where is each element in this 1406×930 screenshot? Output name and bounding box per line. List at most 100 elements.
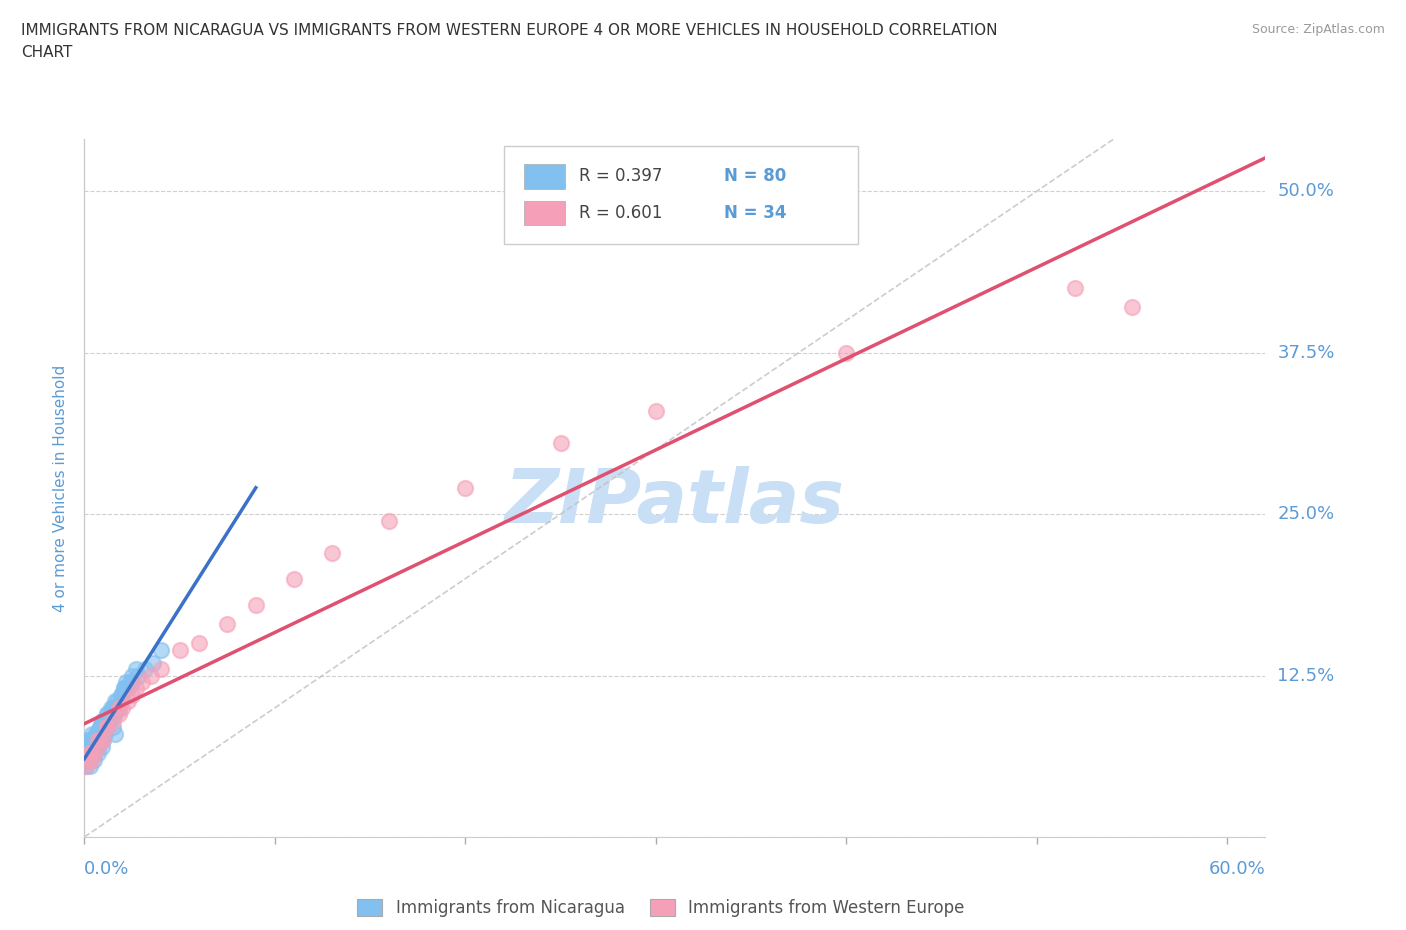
Point [89, 720, 111, 735]
Point [149, 643, 172, 658]
Point [84, 733, 107, 748]
Point [96, 720, 118, 735]
Point [89, 720, 111, 735]
Point [79, 746, 101, 761]
FancyBboxPatch shape [523, 201, 565, 225]
Text: R = 0.601: R = 0.601 [579, 204, 662, 221]
Point [96, 707, 118, 722]
Text: Source: ZipAtlas.com: Source: ZipAtlas.com [1251, 23, 1385, 36]
Point [107, 700, 129, 715]
Point [107, 700, 129, 715]
Point [80, 746, 103, 761]
Point [75, 746, 97, 761]
Point [83, 752, 105, 767]
Point [104, 726, 127, 741]
Point [80, 752, 103, 767]
Point [121, 674, 143, 689]
Point [111, 687, 134, 702]
Point [77, 733, 100, 748]
Point [79, 746, 101, 761]
Point [125, 661, 148, 676]
Point [115, 674, 138, 689]
Point [80, 733, 103, 748]
Point [127, 668, 149, 683]
Point [111, 700, 134, 715]
Point [86, 733, 108, 748]
Point [79, 746, 101, 761]
Point [149, 661, 172, 676]
Point [77, 752, 100, 767]
Point [89, 733, 111, 748]
Point [96, 720, 118, 735]
Point [79, 739, 101, 754]
Point [94, 720, 117, 735]
Point [169, 643, 191, 658]
Point [93, 713, 115, 728]
Point [131, 674, 153, 689]
Point [86, 726, 108, 741]
Point [187, 636, 209, 651]
Point [100, 700, 122, 715]
Point [110, 687, 132, 702]
FancyBboxPatch shape [523, 165, 565, 189]
Point [111, 687, 134, 702]
Point [93, 720, 115, 735]
Point [283, 571, 305, 586]
Point [86, 739, 108, 754]
Point [217, 617, 239, 631]
FancyBboxPatch shape [503, 147, 858, 245]
Point [83, 746, 105, 761]
Text: 50.0%: 50.0% [1277, 182, 1334, 200]
Point [1064, 281, 1087, 296]
Point [86, 739, 108, 754]
Point [134, 661, 156, 676]
Text: IMMIGRANTS FROM NICARAGUA VS IMMIGRANTS FROM WESTERN EUROPE 4 OR MORE VEHICLES I: IMMIGRANTS FROM NICARAGUA VS IMMIGRANTS … [21, 23, 998, 38]
Point [75, 759, 97, 774]
Point [80, 726, 103, 741]
Point [105, 700, 128, 715]
Point [115, 681, 138, 696]
Point [550, 435, 572, 450]
Point [1121, 300, 1143, 315]
Point [121, 668, 143, 683]
Point [86, 733, 108, 748]
Point [107, 707, 129, 722]
Point [117, 694, 139, 709]
Point [90, 726, 112, 741]
Point [83, 746, 105, 761]
Point [77, 739, 100, 754]
Point [86, 746, 108, 761]
Text: N = 34: N = 34 [724, 204, 787, 221]
Point [101, 720, 124, 735]
Point [90, 739, 112, 754]
Text: N = 80: N = 80 [724, 167, 787, 185]
Point [105, 700, 128, 715]
Point [104, 694, 127, 709]
Point [79, 759, 101, 774]
Text: CHART: CHART [21, 45, 73, 60]
Point [77, 752, 100, 767]
Point [89, 733, 111, 748]
Point [110, 694, 132, 709]
Point [112, 681, 135, 696]
Text: 60.0%: 60.0% [1209, 860, 1265, 878]
Point [112, 681, 135, 696]
Point [94, 720, 117, 735]
Point [84, 739, 107, 754]
Point [98, 713, 121, 728]
Point [142, 655, 165, 670]
Point [84, 726, 107, 741]
Point [117, 681, 139, 696]
Point [121, 687, 143, 702]
Point [94, 713, 117, 728]
Point [79, 733, 101, 748]
Point [101, 700, 124, 715]
Point [80, 739, 103, 754]
Legend: Immigrants from Nicaragua, Immigrants from Western Europe: Immigrants from Nicaragua, Immigrants fr… [357, 899, 965, 917]
Point [101, 700, 124, 715]
Point [96, 707, 118, 722]
Point [98, 713, 121, 728]
Point [75, 759, 97, 774]
Point [89, 733, 111, 748]
Point [98, 713, 121, 728]
